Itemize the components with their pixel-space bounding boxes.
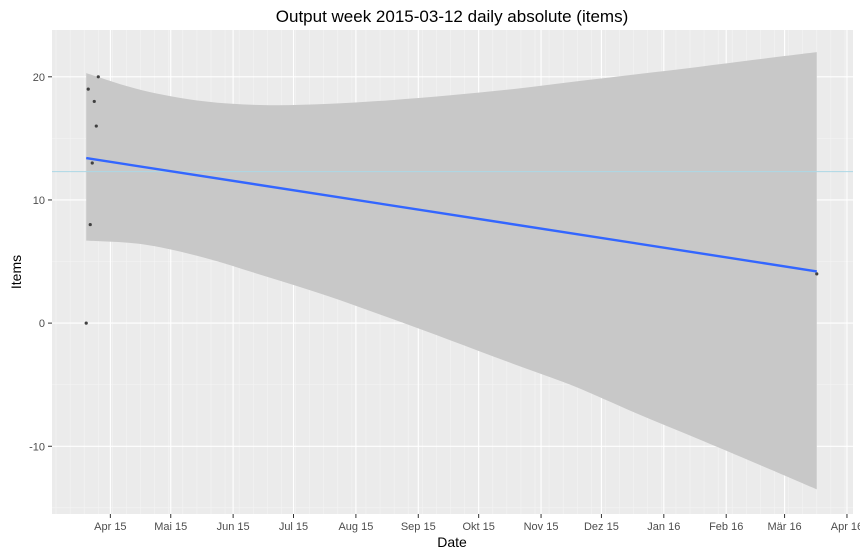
trend-line	[86, 156, 817, 273]
x-tick-label: Mär 16	[767, 521, 801, 533]
confidence-band	[86, 52, 817, 490]
x-tick-label: Dez 15	[584, 521, 619, 533]
y-tick-label: 10	[33, 195, 45, 207]
trend-line-layer	[86, 156, 817, 273]
data-point	[86, 87, 90, 91]
x-tick-label: Nov 15	[524, 521, 559, 533]
data-point	[815, 272, 819, 276]
x-tick-label: Apr 16	[831, 521, 860, 533]
x-tick-label: Jul 15	[279, 521, 308, 533]
data-point	[96, 75, 100, 79]
chart-title: Output week 2015-03-12 daily absolute (i…	[276, 7, 628, 26]
data-point	[94, 124, 98, 128]
y-tick-label: -10	[29, 441, 45, 453]
y-axis-title: Items	[8, 255, 24, 289]
x-tick-label: Sep 15	[401, 521, 436, 533]
confidence-band-layer	[86, 52, 817, 490]
x-tick-label: Okt 15	[462, 521, 494, 533]
x-tick-label: Jan 16	[647, 521, 680, 533]
y-tick-label: 20	[33, 72, 45, 84]
y-axis-ticks: 20 10 0 -10	[29, 72, 52, 453]
data-point	[84, 321, 88, 325]
data-points-layer	[84, 75, 819, 325]
y-tick-label: 0	[39, 318, 45, 330]
data-point	[90, 161, 94, 165]
x-axis-ticks: Apr 15 Mai 15 Jun 15 Jul 15 Aug 15 Sep 15 Okt …	[94, 514, 860, 533]
x-tick-label: Aug 15	[338, 521, 373, 533]
x-tick-label: Feb 16	[709, 521, 743, 533]
x-axis-title: Date	[437, 534, 467, 550]
x-tick-label: Mai 15	[154, 521, 187, 533]
data-point	[92, 99, 96, 104]
x-tick-label: Jun 15	[217, 521, 250, 533]
x-tick-label: Apr 15	[94, 521, 126, 533]
data-point	[88, 222, 92, 227]
